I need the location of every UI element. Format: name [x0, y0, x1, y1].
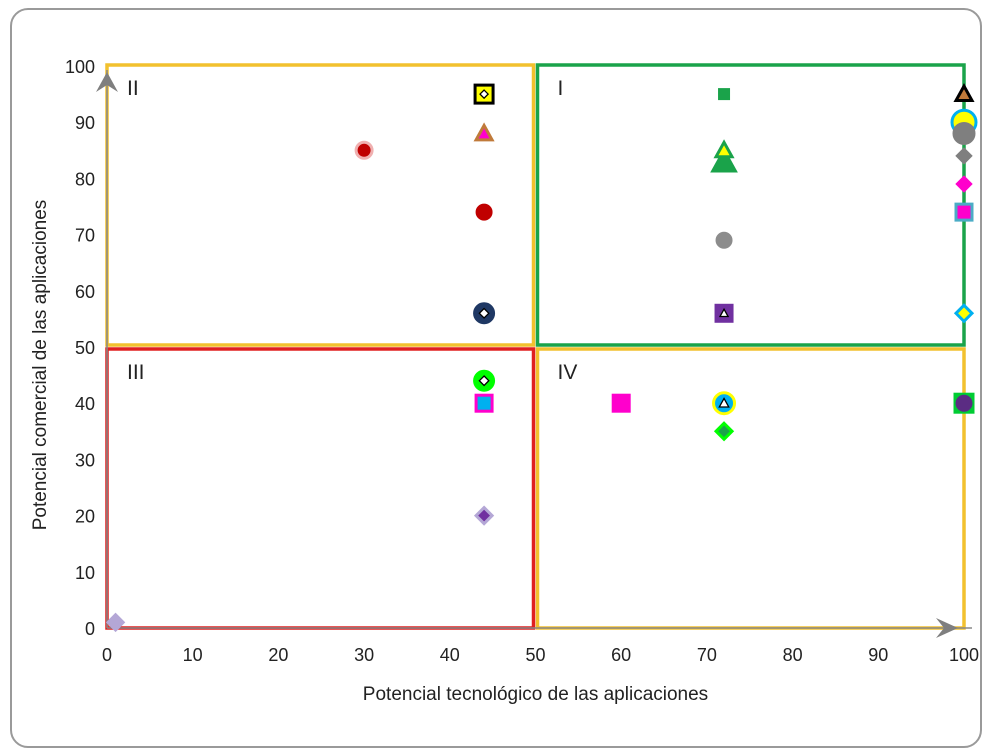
y-tick-label: 70: [75, 226, 95, 246]
y-tick-label: 60: [75, 282, 95, 302]
y-tick-label: 80: [75, 169, 95, 189]
x-tick-label: 50: [525, 645, 545, 665]
diamond-marker: [955, 147, 973, 165]
y-tick-label: 90: [75, 113, 95, 133]
circle-marker: [952, 121, 976, 145]
y-tick-label: 0: [85, 619, 95, 639]
data-point: [718, 88, 731, 101]
x-tick-label: 90: [868, 645, 888, 665]
y-tick-label: 100: [65, 57, 95, 77]
quadrant-iii-label: III: [127, 361, 145, 384]
square-marker: [611, 393, 631, 413]
diamond-marker: [478, 307, 490, 319]
data-point: [715, 231, 733, 249]
data-point: [473, 505, 495, 526]
x-axis-arrow-icon: [936, 618, 958, 638]
data-point: [473, 369, 496, 392]
y-tick-label: 20: [75, 507, 95, 527]
triangle-marker: [718, 307, 730, 318]
x-tick-label: 40: [440, 645, 460, 665]
quadrant-i-label: I: [558, 77, 564, 100]
x-tick-label: 60: [611, 645, 631, 665]
x-tick-label: 80: [783, 645, 803, 665]
data-point: [713, 139, 735, 159]
y-axis-title: Potencial comercial de las aplicaciones: [30, 200, 51, 531]
data-point: [473, 302, 496, 325]
x-axis-title: Potencial tecnológico de las aplicacione…: [363, 684, 708, 705]
quadrant-iv-box: [535, 347, 966, 630]
diamond-marker: [955, 175, 973, 193]
data-point: [954, 202, 974, 222]
data-point: [354, 140, 374, 160]
circle-marker: [475, 203, 493, 221]
data-point: [712, 391, 737, 416]
data-point: [474, 393, 494, 413]
y-tick-label: 50: [75, 338, 95, 358]
y-tick-label: 30: [75, 450, 95, 470]
data-point: [953, 83, 975, 102]
triangle-marker: [713, 139, 735, 159]
circle-marker: [955, 394, 973, 412]
diamond-marker: [479, 89, 490, 100]
data-point: [710, 147, 738, 173]
diamond-marker: [473, 505, 495, 526]
data-point: [952, 121, 976, 145]
chart-frame: [10, 8, 982, 748]
x-tick-label: 30: [354, 645, 374, 665]
triangle-marker: [710, 147, 738, 173]
square-marker: [474, 393, 494, 413]
x-tick-label: 0: [102, 645, 112, 665]
quadrant-i-box: [535, 63, 966, 347]
circle-marker: [715, 231, 733, 249]
data-point: [953, 303, 975, 324]
y-axis-arrow-icon: [96, 72, 118, 92]
y-tick-label: 40: [75, 394, 95, 414]
x-tick-labels: 0 10 20 30 40 50 60 70 80 90 100: [102, 645, 979, 665]
data-point: [713, 421, 735, 442]
data-point: [611, 393, 631, 413]
diamond-marker: [713, 421, 735, 442]
diamond-marker: [953, 303, 975, 324]
data-point: [714, 303, 734, 323]
diamond-marker: [105, 612, 126, 633]
x-tick-label: 20: [268, 645, 288, 665]
square-marker: [718, 88, 731, 101]
y-tick-labels: 0 10 20 30 40 50 60 70 80 90 100: [65, 57, 95, 639]
quadrant-iv-label: IV: [558, 361, 578, 384]
y-tick-label: 10: [75, 563, 95, 583]
data-point: [475, 203, 493, 221]
x-tick-label: 10: [183, 645, 203, 665]
circle-marker: [354, 140, 374, 160]
triangle-marker: [473, 122, 495, 142]
data-points: [105, 83, 978, 633]
triangle-marker: [718, 397, 730, 408]
square-marker: [954, 202, 974, 222]
quadrant-iii-box: [105, 347, 536, 630]
data-point: [955, 394, 973, 412]
quadrant-ii-box: [105, 63, 536, 347]
quadrant-ii-label: II: [127, 77, 139, 100]
diamond-marker: [478, 375, 490, 387]
x-tick-label: 70: [697, 645, 717, 665]
data-point: [955, 147, 973, 165]
axes: [96, 70, 972, 638]
data-point: [105, 612, 126, 633]
triangle-marker: [953, 83, 975, 102]
data-point: [955, 175, 973, 193]
data-point: [473, 122, 495, 142]
x-tick-label: 100: [949, 645, 979, 665]
data-point: [473, 83, 495, 105]
